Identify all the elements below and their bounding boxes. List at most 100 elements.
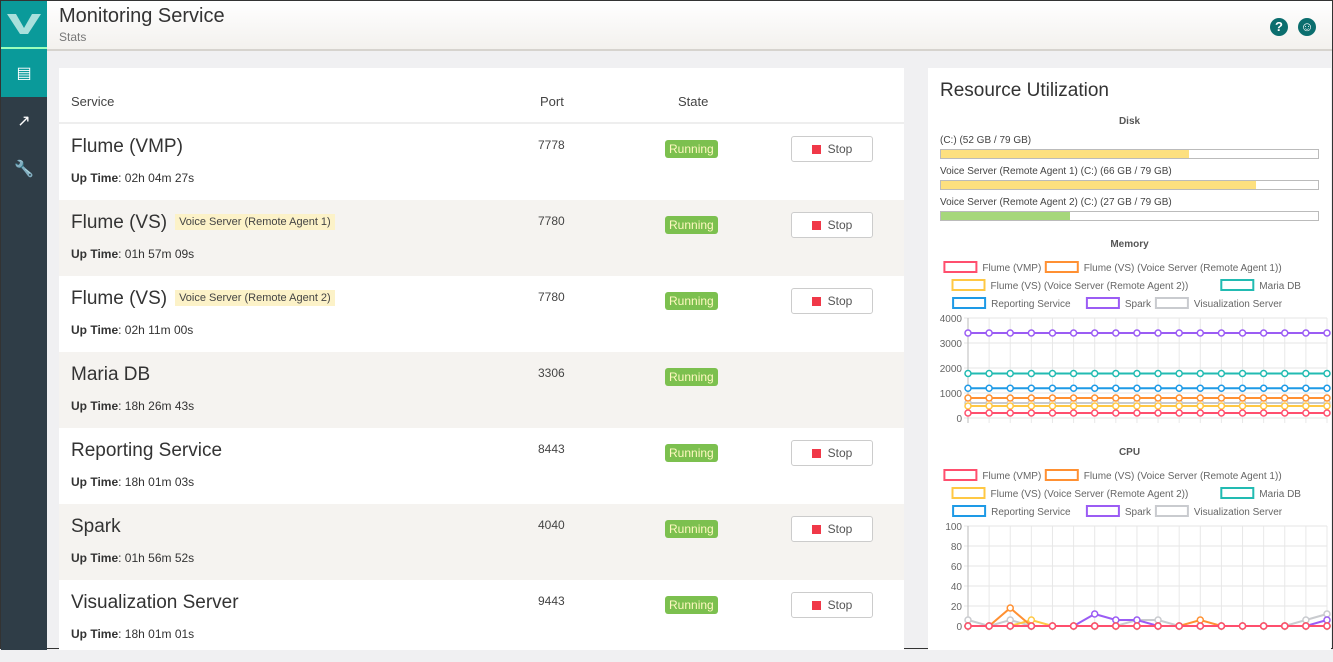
data-point: [964, 384, 972, 392]
data-point: [1281, 622, 1289, 630]
legend-label: Maria DB: [1259, 281, 1301, 292]
data-point: [1302, 369, 1310, 378]
sidebar-item-chart-line[interactable]: ↗: [1, 97, 47, 145]
data-point: [1154, 402, 1162, 410]
data-point: [1323, 610, 1331, 618]
data-point: [964, 409, 972, 417]
data-point: [1196, 384, 1205, 392]
legend-swatch: [1220, 279, 1255, 291]
uptime: Up Time: 02h 11m 00s: [71, 323, 194, 337]
column-service: Service: [71, 94, 115, 109]
legend-item[interactable]: Flume (VMP): [943, 261, 1041, 274]
sidebar-item-servers[interactable]: ▤: [1, 49, 47, 97]
data-point: [1175, 394, 1183, 402]
data-point: [1196, 402, 1205, 410]
stop-button[interactable]: Stop: [791, 288, 873, 314]
host-tag: Voice Server (Remote Agent 2): [175, 290, 335, 306]
legend-item[interactable]: Flume (VS) (Voice Server (Remote Agent 1…: [1044, 469, 1282, 482]
status-badge: Running: [665, 140, 718, 158]
legend-swatch: [943, 261, 978, 273]
legend-item[interactable]: Visualization Server: [1154, 505, 1283, 518]
y-tick-label: 1000: [940, 389, 963, 400]
data-point: [964, 329, 972, 337]
legend-item[interactable]: Flume (VS) (Voice Server (Remote Agent 2…: [951, 487, 1189, 500]
page-subtitle: Stats: [59, 30, 87, 44]
legend-item[interactable]: Visualization Server: [1154, 297, 1283, 310]
data-point: [1090, 402, 1099, 410]
sidebar-item-wrench[interactable]: 🔧: [1, 145, 47, 193]
data-point: [1196, 369, 1205, 378]
status-badge: Running: [665, 520, 718, 538]
data-point: [1302, 616, 1310, 624]
data-point: [1217, 384, 1226, 392]
y-tick-label: 100: [945, 522, 962, 533]
legend-item[interactable]: Flume (VS) (Voice Server (Remote Agent 2…: [951, 279, 1189, 292]
legend-label: Flume (VS) (Voice Server (Remote Agent 1…: [1084, 471, 1282, 482]
data-point: [1048, 369, 1057, 378]
stop-button[interactable]: Stop: [791, 136, 873, 162]
cpu-title: CPU: [1118, 447, 1141, 458]
status-badge: Running: [665, 368, 718, 386]
data-point: [1006, 329, 1014, 337]
data-point: [1112, 384, 1120, 392]
data-point: [985, 329, 993, 337]
data-point: [1090, 394, 1099, 402]
service-name: Flume (VMP): [71, 136, 183, 157]
legend-item[interactable]: Reporting Service: [952, 297, 1071, 310]
stop-button[interactable]: Stop: [791, 592, 873, 618]
help-icon[interactable]: ?: [1270, 18, 1288, 36]
port: 3306: [538, 366, 565, 380]
data-point: [1259, 394, 1268, 402]
legend-swatch: [951, 487, 986, 499]
legend-label: Flume (VMP): [982, 471, 1041, 482]
table-row: Spark Up Time: 01h 56m 52s 4040 Running …: [59, 504, 904, 580]
data-point: [1238, 384, 1247, 392]
legend-item[interactable]: Maria DB: [1220, 487, 1301, 500]
legend-swatch: [943, 469, 978, 481]
data-point: [1006, 604, 1014, 612]
logo[interactable]: [1, 1, 47, 49]
data-point: [1196, 622, 1205, 630]
legend-item[interactable]: Flume (VS) (Voice Server (Remote Agent 1…: [1044, 261, 1282, 274]
sidebar: ▤ ↗ 🔧: [1, 1, 47, 650]
data-point: [1048, 384, 1057, 392]
data-point: [1069, 384, 1078, 392]
status-badge: Running: [665, 216, 718, 234]
data-point: [1112, 622, 1120, 630]
legend-item[interactable]: Reporting Service: [952, 505, 1071, 518]
data-point: [1259, 622, 1268, 630]
data-point: [1027, 329, 1036, 337]
legend-item[interactable]: Spark: [1085, 505, 1152, 518]
data-point: [1112, 409, 1120, 417]
disk-label: Voice Server (Remote Agent 2) (C:) (27 G…: [940, 197, 1172, 208]
legend-swatch: [1044, 261, 1079, 273]
header: Monitoring Service Stats ? ☺: [47, 1, 1332, 51]
data-point: [1090, 384, 1099, 392]
legend-label: Flume (VMP): [982, 263, 1041, 274]
legend-item[interactable]: Flume (VMP): [943, 469, 1041, 482]
table-header: Service Port State: [59, 68, 904, 124]
data-point: [1217, 394, 1226, 402]
port: 7780: [538, 214, 565, 228]
legend-item[interactable]: Spark: [1085, 297, 1152, 310]
legend-swatch: [1044, 469, 1079, 481]
data-point: [1175, 409, 1183, 417]
data-point: [1027, 409, 1036, 417]
data-point: [1048, 394, 1057, 402]
stop-button[interactable]: Stop: [791, 440, 873, 466]
y-tick-label: 80: [951, 542, 963, 553]
data-point: [1238, 409, 1247, 417]
disk-usage-bar: [940, 149, 1319, 159]
data-point: [964, 616, 972, 624]
data-point: [1217, 369, 1226, 378]
series-line: [967, 613, 1328, 628]
legend-item[interactable]: Maria DB: [1220, 279, 1301, 292]
status-badge: Running: [665, 292, 718, 310]
stop-button[interactable]: Stop: [791, 516, 873, 542]
resource-utilization-panel: Resource Utilization Disk (C:) (52 GB / …: [928, 68, 1331, 650]
data-point: [1323, 409, 1331, 417]
user-icon[interactable]: ☺: [1298, 18, 1316, 36]
port: 7778: [538, 138, 565, 152]
stop-button[interactable]: Stop: [791, 212, 873, 238]
column-state: State: [678, 94, 709, 109]
